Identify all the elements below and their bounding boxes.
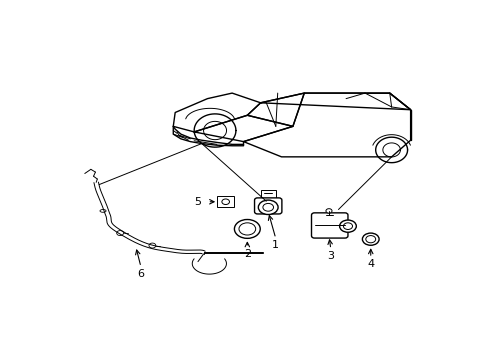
Circle shape	[343, 223, 352, 229]
Text: 1: 1	[272, 240, 279, 250]
Circle shape	[149, 243, 156, 248]
Text: 3: 3	[327, 251, 334, 261]
Circle shape	[366, 235, 376, 243]
Circle shape	[222, 199, 229, 204]
Circle shape	[234, 220, 260, 238]
FancyBboxPatch shape	[254, 198, 282, 214]
Circle shape	[263, 203, 273, 211]
FancyBboxPatch shape	[312, 213, 348, 238]
Text: 6: 6	[138, 269, 145, 279]
Text: 5: 5	[194, 197, 201, 207]
Ellipse shape	[100, 210, 106, 212]
Circle shape	[340, 220, 356, 232]
FancyBboxPatch shape	[217, 197, 234, 207]
Text: 4: 4	[367, 260, 374, 269]
Text: 2: 2	[244, 249, 251, 259]
Circle shape	[258, 200, 278, 215]
Circle shape	[239, 223, 256, 235]
Circle shape	[326, 209, 332, 213]
Circle shape	[117, 231, 123, 235]
FancyBboxPatch shape	[261, 190, 276, 202]
Circle shape	[363, 233, 379, 245]
